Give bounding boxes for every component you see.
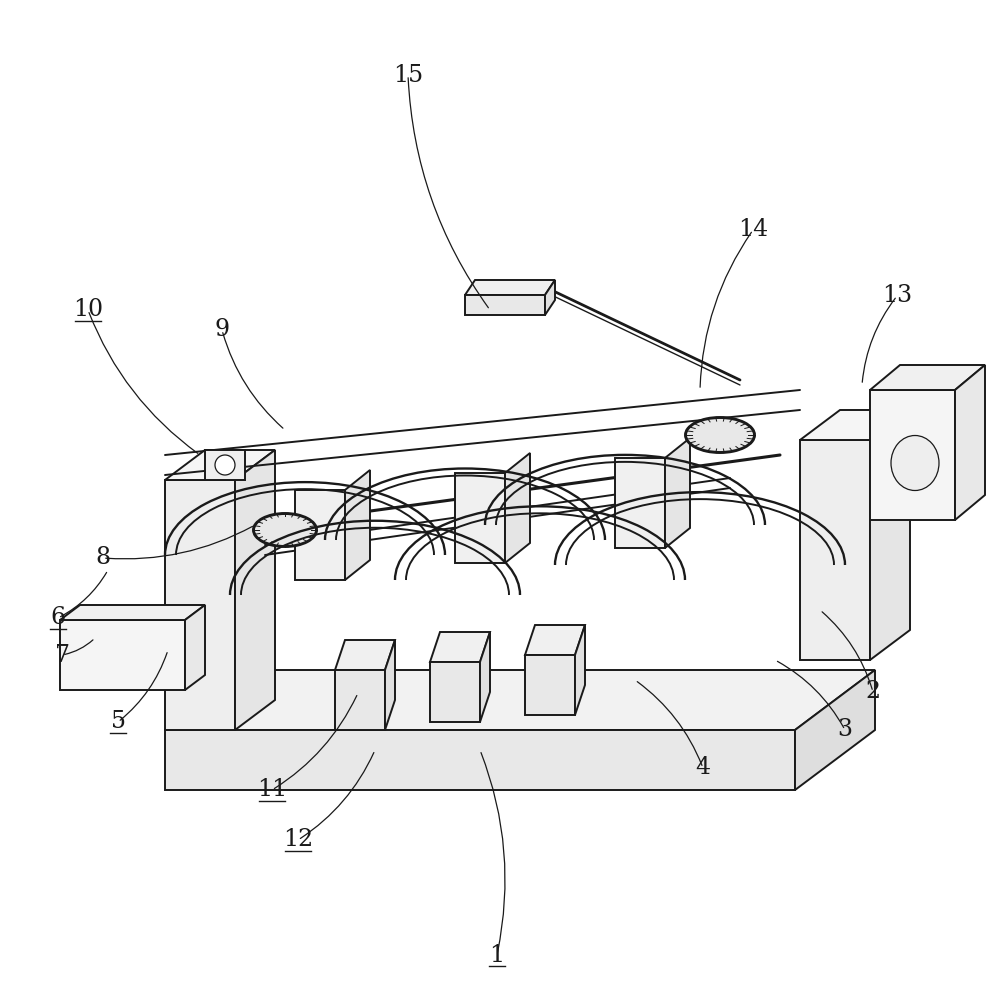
- Polygon shape: [665, 438, 690, 548]
- Text: 7: 7: [55, 644, 70, 666]
- Polygon shape: [235, 450, 275, 730]
- Polygon shape: [165, 480, 235, 730]
- Polygon shape: [335, 670, 385, 730]
- Polygon shape: [800, 440, 870, 660]
- Polygon shape: [800, 410, 910, 440]
- Polygon shape: [385, 640, 395, 730]
- Ellipse shape: [254, 514, 316, 546]
- Text: 5: 5: [111, 710, 126, 734]
- Polygon shape: [525, 625, 585, 655]
- Polygon shape: [430, 632, 490, 662]
- Text: 1: 1: [490, 944, 504, 966]
- Polygon shape: [465, 280, 555, 295]
- Polygon shape: [525, 655, 575, 715]
- Polygon shape: [335, 640, 395, 670]
- Polygon shape: [165, 730, 795, 790]
- Polygon shape: [615, 458, 665, 548]
- Polygon shape: [295, 490, 345, 580]
- Text: 8: 8: [96, 546, 111, 570]
- Polygon shape: [505, 453, 530, 563]
- Polygon shape: [205, 450, 245, 480]
- Polygon shape: [575, 625, 585, 715]
- Polygon shape: [60, 605, 205, 620]
- Polygon shape: [165, 450, 275, 480]
- Polygon shape: [480, 632, 490, 722]
- Polygon shape: [465, 295, 545, 315]
- Polygon shape: [795, 670, 875, 790]
- Text: 4: 4: [696, 756, 711, 780]
- Text: 3: 3: [837, 718, 852, 742]
- Text: 13: 13: [882, 284, 912, 308]
- Text: 12: 12: [283, 828, 313, 852]
- Polygon shape: [60, 620, 185, 690]
- Polygon shape: [870, 410, 910, 660]
- Text: 11: 11: [257, 778, 287, 802]
- Polygon shape: [345, 470, 370, 580]
- Polygon shape: [870, 365, 985, 390]
- Polygon shape: [165, 670, 875, 730]
- Text: 2: 2: [865, 680, 880, 704]
- Polygon shape: [185, 605, 205, 690]
- Ellipse shape: [891, 436, 939, 490]
- Polygon shape: [430, 662, 480, 722]
- Ellipse shape: [686, 418, 754, 452]
- Polygon shape: [870, 390, 955, 520]
- Text: 15: 15: [393, 64, 423, 87]
- Text: 10: 10: [73, 298, 103, 322]
- Polygon shape: [955, 365, 985, 520]
- Text: 6: 6: [51, 606, 66, 630]
- Text: 9: 9: [214, 318, 229, 342]
- Polygon shape: [545, 280, 555, 315]
- Polygon shape: [455, 473, 505, 563]
- Ellipse shape: [215, 455, 235, 475]
- Text: 14: 14: [738, 219, 768, 241]
